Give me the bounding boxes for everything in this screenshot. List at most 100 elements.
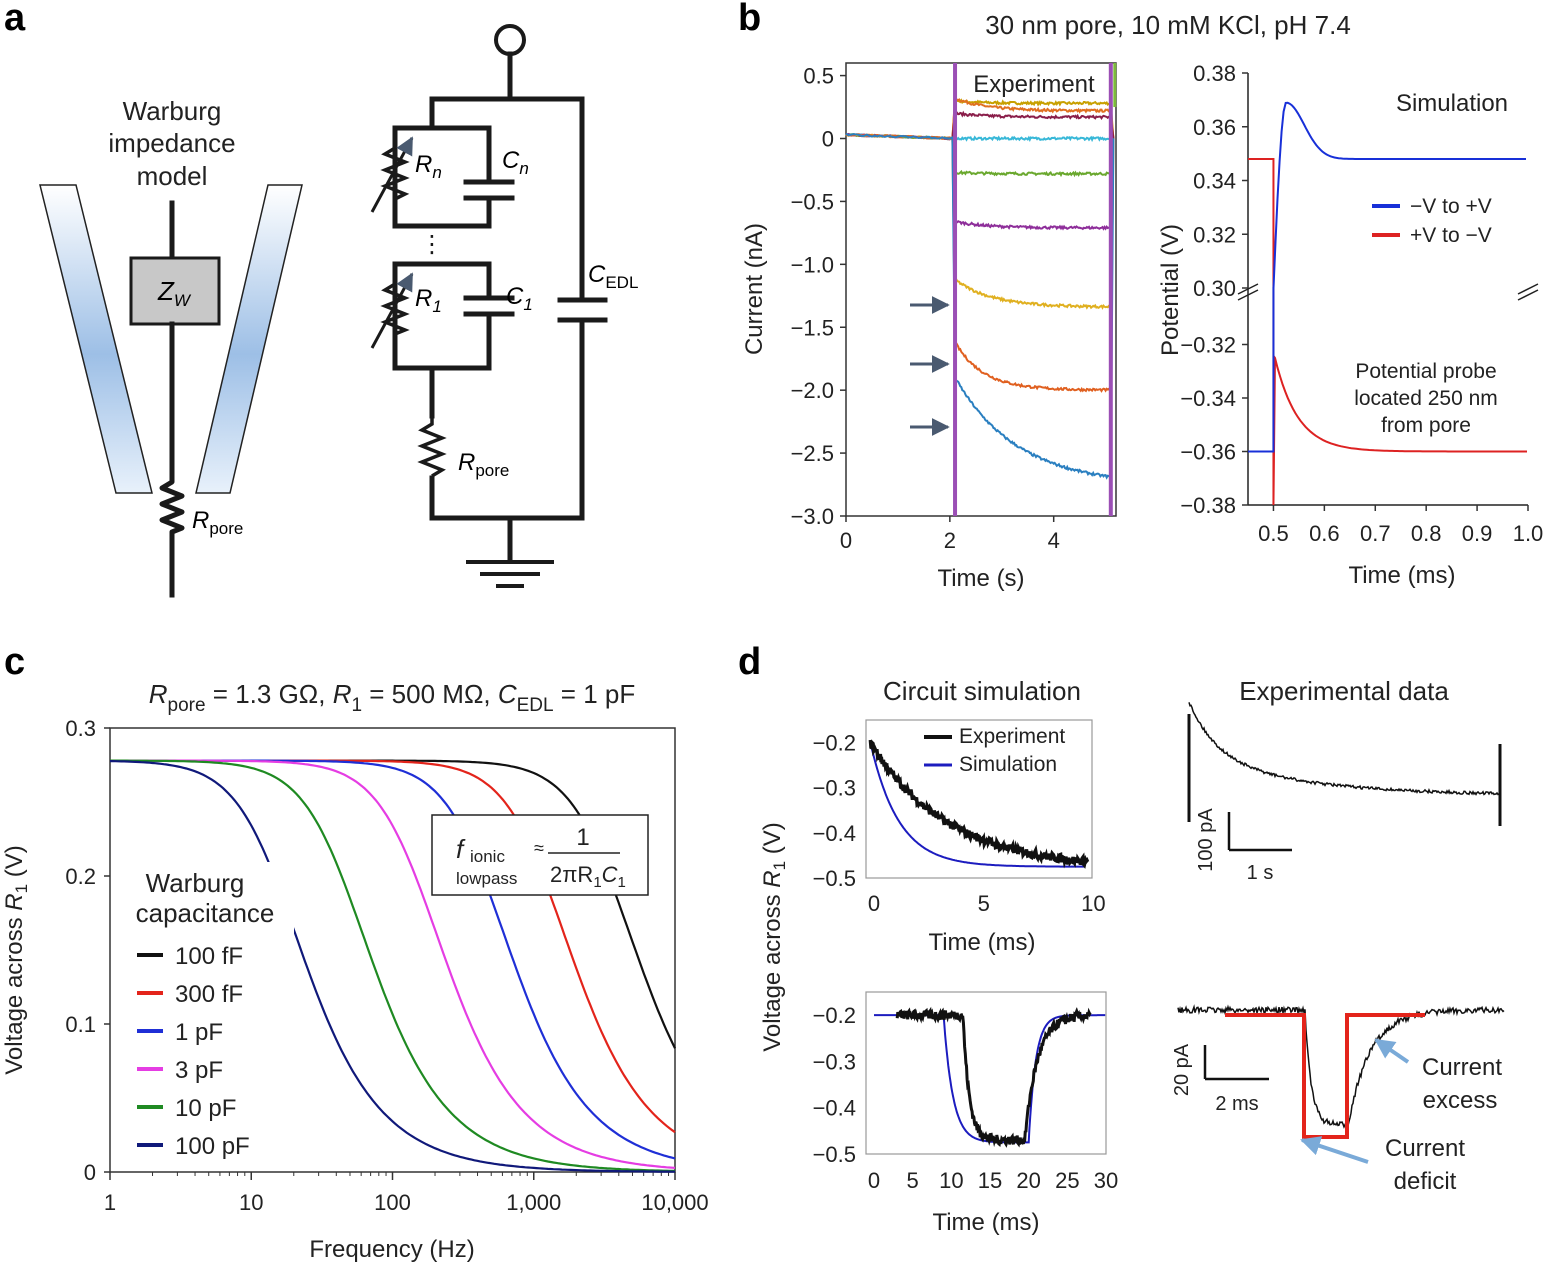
b-right-xtick-label: 0.5 bbox=[1258, 521, 1289, 546]
d-experimental-traces bbox=[1177, 702, 1505, 1139]
formula-approx: ≈ bbox=[534, 838, 544, 858]
probe-note-line1: Potential probe bbox=[1355, 360, 1496, 383]
b-left-xtick-label: 4 bbox=[1048, 528, 1060, 553]
wire-top-rail bbox=[429, 96, 585, 298]
b-right-lower-ytick-label: −0.34 bbox=[1180, 386, 1236, 411]
legend-backdrop bbox=[126, 862, 294, 1162]
panel-d: d Circuit simulation Experimental data −… bbox=[738, 641, 1505, 1236]
c-series-100-pF bbox=[110, 760, 675, 1173]
c-series-3-pF bbox=[110, 759, 676, 1169]
c-ytick-label: 0.2 bbox=[65, 864, 96, 889]
b-left-series-trace6 bbox=[845, 133, 1115, 231]
d-top-ytick-label: −0.3 bbox=[813, 776, 856, 801]
r1-variable-arrow bbox=[370, 272, 414, 349]
d-top-xlabel: Time (ms) bbox=[928, 929, 1035, 956]
c-series-10-pF bbox=[110, 759, 675, 1172]
warburg-title-line1: Warburg bbox=[123, 96, 222, 126]
d-top-series-experiment bbox=[868, 739, 1090, 869]
formula-denominator: 2πR1C1 bbox=[550, 862, 626, 891]
c-plot: 0.30.20.101 10 100 1,000 10,000 bbox=[65, 716, 708, 1215]
b-left-ytick-label: −3.0 bbox=[791, 504, 834, 529]
scale-bottom-y-label: 20 pA bbox=[1171, 1043, 1193, 1096]
b-right-upper-ytick-label: 0.30 bbox=[1193, 276, 1236, 301]
b-right-xtick-label: 1.0 bbox=[1513, 521, 1544, 546]
d-bottom-frame bbox=[865, 991, 1107, 1155]
b-right-lower-ytick-label: −0.32 bbox=[1180, 333, 1236, 358]
d-top-plot: −0.2 −0.3 −0.4 −0.5 0 5 10 bbox=[813, 731, 1106, 916]
b-left-series bbox=[845, 63, 1117, 516]
b-right-xtick-label: 0.8 bbox=[1411, 521, 1442, 546]
scale-top-y-label: 100 pA bbox=[1195, 808, 1217, 872]
rpore-circuit-resistor bbox=[417, 416, 447, 478]
rpore-circuit-label: Rpore bbox=[458, 449, 509, 480]
b-right-xtick-label: 0.7 bbox=[1360, 521, 1391, 546]
axis-break-right bbox=[1517, 283, 1539, 301]
d-bottom-plot: −0.2 −0.3 −0.4 −0.5 0 5 10 15 20 25 30 bbox=[813, 1003, 1119, 1193]
c-xtick-label: 10,000 bbox=[641, 1190, 708, 1215]
current-deficit-line1: Current bbox=[1385, 1135, 1465, 1162]
c1-label: C1 bbox=[506, 283, 533, 314]
b-right-plot: 0.38 0.36 0.34 0.32 0.30 −0.32 −0.34 −0.36 −0.38… bbox=[1180, 61, 1543, 546]
rn-cn-frame-bottom bbox=[392, 196, 492, 229]
formula-f: f bbox=[456, 834, 466, 864]
probe-note-line2: located 250 nm bbox=[1354, 387, 1498, 410]
c-legend-label: 10 pF bbox=[175, 1095, 236, 1122]
c-xtick-label: 100 bbox=[374, 1190, 411, 1215]
current-excess-line2: excess bbox=[1423, 1087, 1498, 1114]
d-top-ytick-label: −0.5 bbox=[813, 866, 856, 891]
legend-title-line1: Warburg bbox=[146, 868, 245, 898]
c-xlabel: Frequency (Hz) bbox=[309, 1236, 474, 1262]
warburg-title-line3: model bbox=[137, 161, 208, 191]
current-deficit-arrow bbox=[1300, 1136, 1369, 1164]
panel-b: b 30 nm pore, 10 mM KCl, pH 7.4 0.5 0 −0.5… bbox=[738, 0, 1543, 592]
legend-title-line2: capacitance bbox=[136, 898, 275, 928]
b-left-ytick-label: 0.5 bbox=[803, 64, 834, 89]
d-top-frame bbox=[865, 719, 1093, 879]
d-bottom-ytick-label: −0.2 bbox=[813, 1003, 856, 1028]
d-bottom-xtick-label: 25 bbox=[1055, 1168, 1079, 1193]
rn-variable-arrow bbox=[370, 136, 414, 213]
current-excess-line1: Current bbox=[1422, 1054, 1502, 1081]
cedl-label: CEDL bbox=[588, 261, 638, 292]
scale-bottom-x-label: 2 ms bbox=[1215, 1093, 1258, 1115]
b-right-ylabel: Potential (V) bbox=[1157, 224, 1184, 356]
b-right-upper-ytick-label: 0.34 bbox=[1193, 169, 1236, 194]
c-ytick-label: 0 bbox=[84, 1160, 96, 1185]
current-excess-arrow bbox=[1374, 1038, 1410, 1064]
c-xtick-label: 1,000 bbox=[506, 1190, 561, 1215]
c-legend-label: 100 pF bbox=[175, 1133, 250, 1160]
b-right-xlabel: Time (ms) bbox=[1348, 562, 1455, 589]
d-bottom-ytick-label: −0.5 bbox=[813, 1142, 856, 1167]
c-ylabel: Voltage across R1 (V) bbox=[1, 845, 31, 1075]
experiment-label: Experiment bbox=[973, 71, 1095, 98]
exp-bottom-ideal-step bbox=[1225, 1013, 1425, 1139]
d-top-xtick-label: 5 bbox=[978, 891, 990, 916]
terminal-node bbox=[494, 24, 526, 56]
d-bottom-xtick-label: 0 bbox=[868, 1168, 880, 1193]
b-left-ytick-label: −1.0 bbox=[791, 252, 834, 277]
panel-a-label: a bbox=[4, 0, 26, 39]
b-right-lower-ytick-label: −0.36 bbox=[1180, 440, 1236, 465]
exp-bottom-trace bbox=[1177, 1004, 1505, 1129]
rpore-resistor bbox=[159, 472, 185, 598]
d-bottom-xlabel: Time (ms) bbox=[932, 1209, 1039, 1236]
b-right-lower-ytick-label: −0.38 bbox=[1180, 493, 1236, 518]
r1-resistor bbox=[380, 276, 410, 336]
b-left-xlabel: Time (s) bbox=[937, 565, 1024, 592]
c-ytick-label: 0.3 bbox=[65, 716, 96, 741]
b-left-xtick-label: 0 bbox=[840, 528, 852, 553]
c-legend-label: 3 pF bbox=[175, 1057, 223, 1084]
c-ytick-label: 0.1 bbox=[65, 1012, 96, 1037]
formula-numerator: 1 bbox=[576, 824, 589, 851]
c-legend-label: 100 fF bbox=[175, 943, 243, 970]
b-left-ylabel: Current (nA) bbox=[741, 223, 768, 355]
d-bottom-series-experiment bbox=[895, 1006, 1092, 1148]
c-legend-label: 300 fF bbox=[175, 981, 243, 1008]
d-legend-exp-label: Experiment bbox=[959, 725, 1065, 748]
panel-b-title: 30 nm pore, 10 mM KCl, pH 7.4 bbox=[985, 10, 1351, 40]
pipette-right-wall bbox=[195, 184, 303, 494]
zw-box bbox=[129, 256, 221, 326]
d-top-xtick-label: 10 bbox=[1081, 891, 1105, 916]
d-bottom-xtick-label: 30 bbox=[1094, 1168, 1118, 1193]
d-top-xtick-label: 0 bbox=[868, 891, 880, 916]
